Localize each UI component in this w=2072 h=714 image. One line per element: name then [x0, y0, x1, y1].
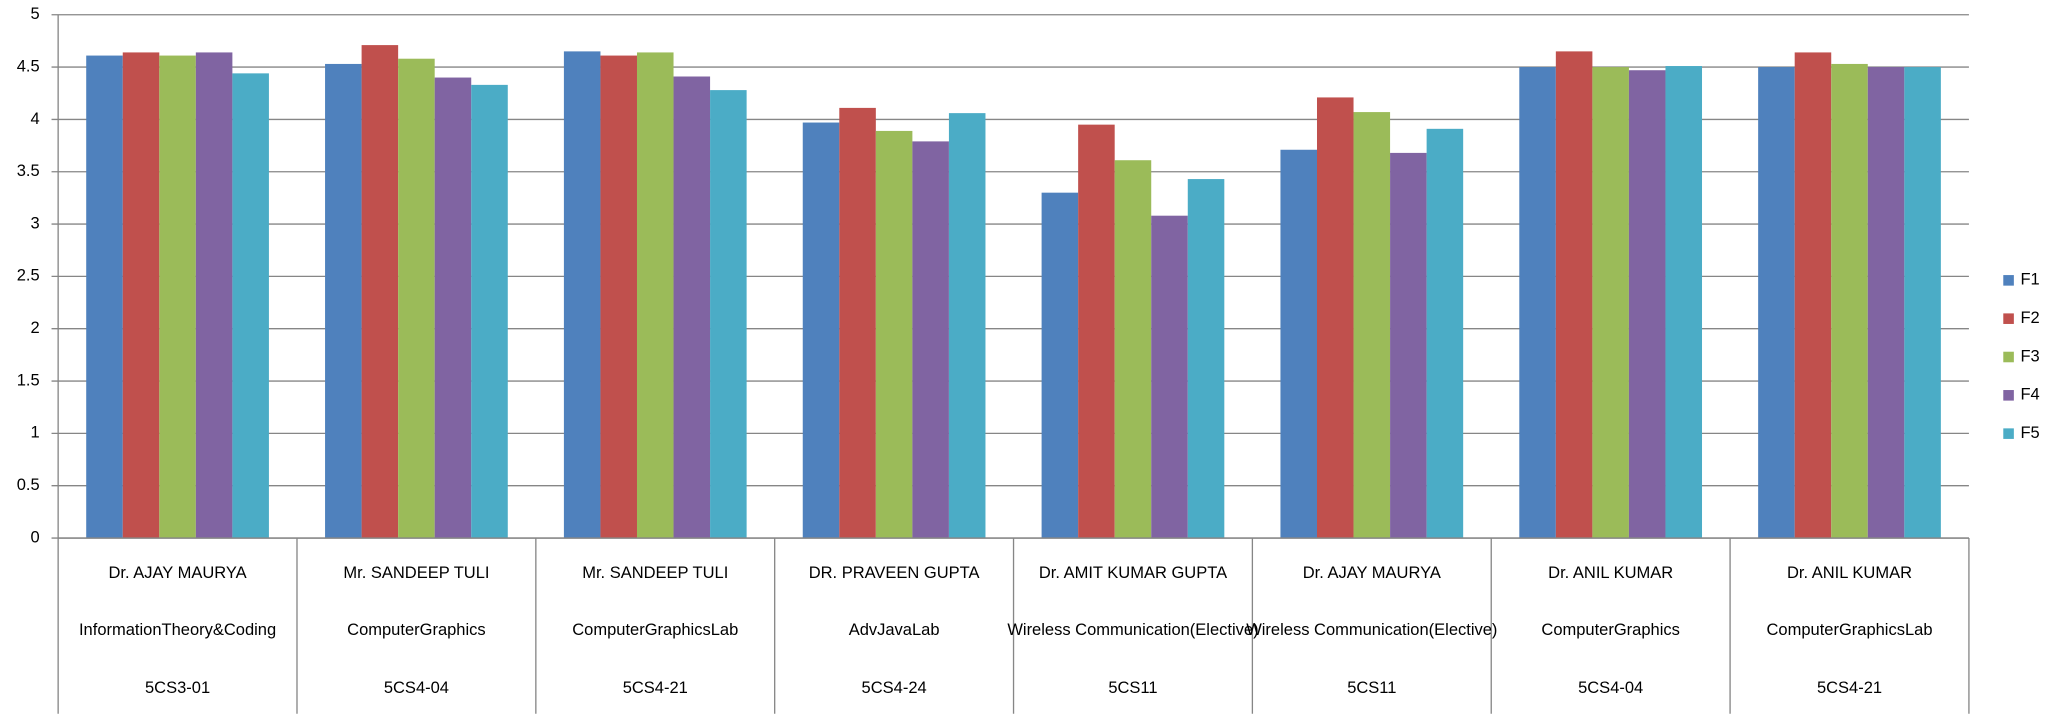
y-tick-label: 5 — [30, 5, 39, 23]
bar — [948, 113, 986, 539]
bar — [636, 52, 674, 539]
legend-label: F2 — [2020, 309, 2039, 327]
bar — [122, 52, 160, 539]
y-tick-label: 1.5 — [17, 371, 40, 389]
bar — [1519, 67, 1556, 539]
x-tick-label: Wireless Communication(Elective) — [1246, 621, 1497, 639]
x-tick-label: 5CS4-04 — [1578, 679, 1643, 697]
x-tick-label: ComputerGraphics — [1541, 621, 1679, 639]
x-tick-label: 5CS11 — [1347, 679, 1396, 697]
bar — [1280, 149, 1317, 539]
legend-label: F3 — [2020, 347, 2039, 365]
y-tick-label: 0 — [30, 528, 39, 546]
x-tick-label: 5CS11 — [1108, 679, 1157, 697]
bar — [1867, 67, 1905, 539]
bar — [1904, 67, 1941, 539]
x-tick-label: Dr. AJAY MAURYA — [108, 564, 246, 582]
x-tick-label: Dr. ANIL KUMAR — [1787, 564, 1912, 582]
y-tick-label: 1 — [30, 424, 39, 442]
bar — [1794, 52, 1832, 539]
legend-swatch — [2003, 313, 2014, 324]
bar — [471, 84, 508, 539]
bar — [232, 73, 269, 539]
bar — [563, 51, 601, 539]
bar — [802, 122, 840, 539]
bar — [1114, 160, 1152, 539]
x-tick-label: InformationTheory&Coding — [79, 621, 276, 639]
bar — [159, 55, 196, 539]
bar — [600, 55, 637, 539]
y-tick-label: 4 — [30, 110, 39, 128]
bar — [1078, 124, 1115, 539]
bar — [710, 90, 747, 539]
legend-swatch — [2003, 390, 2014, 401]
bar — [1628, 70, 1666, 539]
y-tick-label: 4.5 — [17, 57, 40, 75]
bar — [434, 77, 472, 539]
bar — [1041, 192, 1079, 539]
x-tick-label: Mr. SANDEEP TULI — [582, 564, 728, 582]
legend-label: F5 — [2020, 424, 2039, 442]
legend-swatch — [2003, 275, 2014, 286]
x-tick-label: ComputerGraphics — [347, 621, 485, 639]
y-tick-label: 0.5 — [17, 476, 40, 494]
x-tick-label: 5CS4-21 — [623, 679, 688, 697]
bar — [1555, 51, 1593, 539]
bar — [1151, 215, 1188, 539]
bar — [195, 52, 233, 539]
y-tick-label: 2.5 — [17, 267, 40, 285]
x-tick-label: Mr. SANDEEP TULI — [343, 564, 489, 582]
bar — [1390, 152, 1427, 539]
x-tick-label: Wireless Communication(Elective) — [1007, 621, 1258, 639]
bar — [1426, 128, 1464, 539]
y-tick-label: 2 — [30, 319, 39, 337]
bar — [1758, 67, 1795, 539]
x-tick-label: ComputerGraphicsLab — [1767, 621, 1933, 639]
bar — [1592, 67, 1629, 539]
bar — [1831, 63, 1868, 539]
bar — [1353, 112, 1391, 539]
bar — [86, 55, 123, 539]
x-tick-label: ComputerGraphicsLab — [572, 621, 738, 639]
bar — [875, 130, 913, 539]
x-tick-label: Dr. ANIL KUMAR — [1548, 564, 1673, 582]
x-tick-label: AdvJavaLab — [849, 621, 940, 639]
x-tick-label: Dr. AMIT KUMAR GUPTA — [1039, 564, 1227, 582]
legend-swatch — [2003, 351, 2014, 363]
x-tick-label: 5CS3-01 — [145, 679, 210, 697]
legend-swatch — [2003, 428, 2014, 439]
bar — [325, 63, 362, 539]
x-tick-label: 5CS4-24 — [862, 679, 927, 697]
x-tick-label: 5CS4-04 — [384, 679, 449, 697]
bar — [912, 141, 949, 539]
bar — [673, 76, 711, 539]
y-tick-label: 3.5 — [17, 162, 40, 180]
legend-label: F4 — [2020, 386, 2039, 404]
x-tick-label: Dr. AJAY MAURYA — [1303, 564, 1441, 582]
bar — [1187, 179, 1225, 539]
bar — [398, 58, 435, 539]
bar — [1665, 66, 1703, 539]
bar — [1316, 97, 1354, 539]
y-tick-label: 3 — [30, 214, 39, 232]
bar — [361, 45, 399, 539]
x-tick-label: 5CS4-21 — [1817, 679, 1882, 697]
bar — [839, 107, 876, 539]
legend-label: F1 — [2020, 271, 2039, 289]
x-tick-label: DR. PRAVEEN GUPTA — [809, 564, 980, 582]
